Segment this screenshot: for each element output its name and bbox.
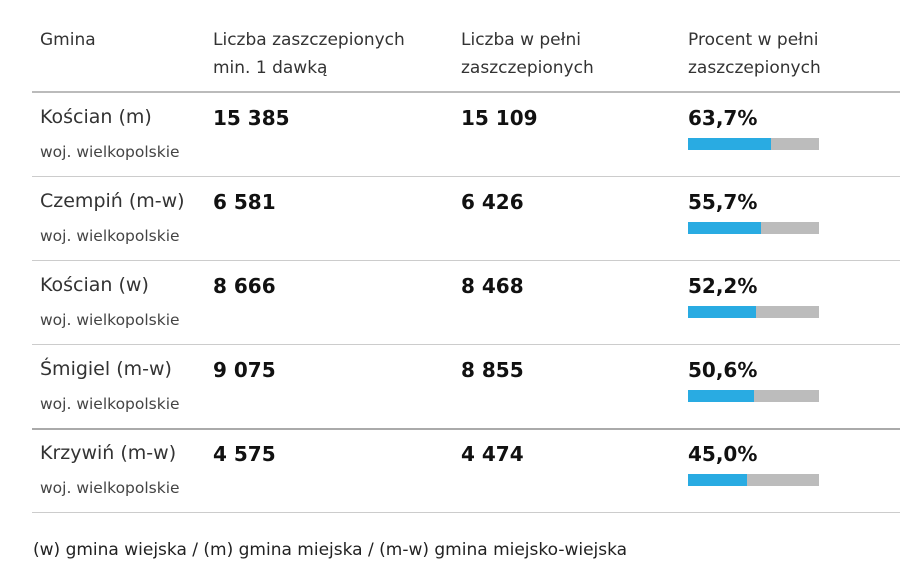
percent-label: 52,2% <box>688 274 758 298</box>
column-header: Liczba w pełni zaszczepionych <box>461 30 594 78</box>
column-header: Liczba zaszczepionych min. 1 dawką <box>213 30 405 78</box>
row-divider <box>32 260 900 261</box>
column-header: Gmina <box>40 30 96 50</box>
region: woj. wielkopolskie <box>40 395 180 413</box>
percent-bar <box>688 138 772 150</box>
percent-bar-track <box>688 474 819 486</box>
percent-bar-track <box>688 138 819 150</box>
header-divider <box>32 91 900 93</box>
first-dose: 8 666 <box>213 274 276 298</box>
percent-bar-track <box>688 390 819 402</box>
first-dose: 4 575 <box>213 442 276 466</box>
fully-vaccinated: 8 855 <box>461 358 524 382</box>
first-dose: 15 385 <box>213 106 290 130</box>
fully-vaccinated: 15 109 <box>461 106 538 130</box>
gmina-name: Śmigiel (m-w) <box>40 358 172 380</box>
region: woj. wielkopolskie <box>40 479 180 497</box>
region: woj. wielkopolskie <box>40 143 180 161</box>
fully-vaccinated: 8 468 <box>461 274 524 298</box>
percent-label: 45,0% <box>688 442 758 466</box>
row-divider <box>32 512 900 513</box>
row-divider <box>32 344 900 345</box>
percent-label: 63,7% <box>688 106 758 130</box>
footnote: (w) gmina wiejska / (m) gmina miejska / … <box>33 540 628 560</box>
percent-label: 50,6% <box>688 358 758 382</box>
first-dose: 6 581 <box>213 190 276 214</box>
fully-vaccinated: 6 426 <box>461 190 524 214</box>
row-divider <box>32 428 900 430</box>
column-header: Procent w pełni zaszczepionych <box>688 30 821 78</box>
percent-bar <box>688 474 747 486</box>
fully-vaccinated: 4 474 <box>461 442 524 466</box>
percent-bar-track <box>688 306 819 318</box>
percent-bar <box>688 390 755 402</box>
region: woj. wielkopolskie <box>40 311 180 329</box>
gmina-name: Krzywiń (m-w) <box>40 442 177 464</box>
row-divider <box>32 176 900 177</box>
percent-bar <box>688 306 757 318</box>
percent-bar <box>688 222 761 234</box>
percent-label: 55,7% <box>688 190 758 214</box>
gmina-name: Kościan (w) <box>40 274 149 296</box>
gmina-name: Czempiń (m-w) <box>40 190 185 212</box>
gmina-name: Kościan (m) <box>40 106 152 128</box>
first-dose: 9 075 <box>213 358 276 382</box>
region: woj. wielkopolskie <box>40 227 180 245</box>
percent-bar-track <box>688 222 819 234</box>
